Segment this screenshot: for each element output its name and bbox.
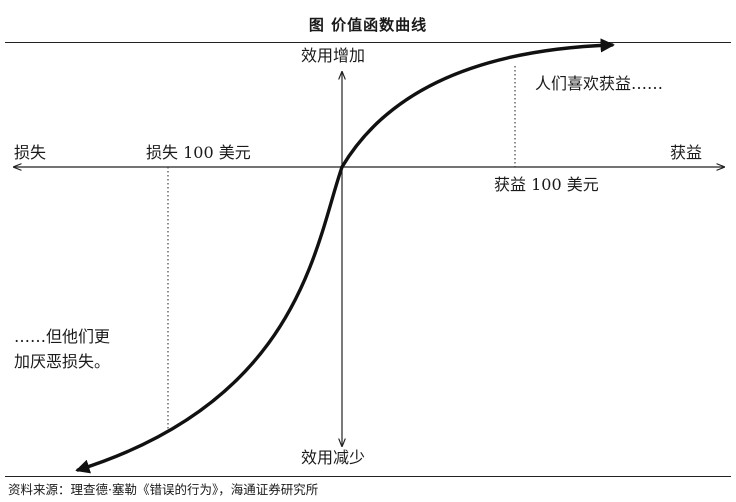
value-curve-loss-branch [75, 165, 344, 474]
value-curve-gain-branch [340, 38, 615, 169]
loss-annotation: ……但他们更 加厌恶损失。 [14, 325, 110, 375]
gain-annotation: 人们喜欢获益…… [535, 74, 664, 93]
x-axis-right-label: 获益 [670, 143, 703, 162]
loss-annotation-line-1: ……但他们更 [14, 327, 111, 346]
y-axis-bottom-label: 效用减少 [301, 448, 366, 467]
loss-100-label: 损失 100 美元 [146, 143, 251, 162]
source-note: 资料来源：理查德·塞勒《错误的行为》，海通证券研究所 [8, 482, 319, 497]
figure-title: 图 价值函数曲线 [308, 16, 428, 34]
gain-100-label: 获益 100 美元 [494, 175, 599, 194]
x-axis-left-label: 损失 [14, 143, 47, 162]
y-axis-top-label: 效用增加 [301, 46, 366, 65]
top-rule [5, 42, 731, 43]
bottom-rule [5, 476, 731, 477]
loss-annotation-line-2: 加厌恶损失。 [14, 351, 111, 371]
